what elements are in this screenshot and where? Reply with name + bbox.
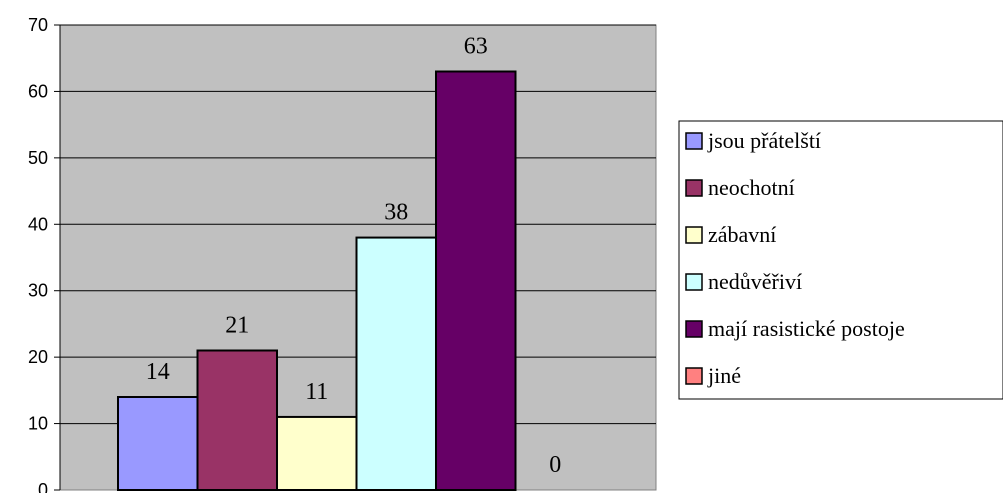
legend: jsou přátelští neochotní zábavní nedůvěřiví… (678, 120, 1003, 400)
y-tick-label: 70 (28, 15, 48, 35)
y-tick-label: 60 (28, 81, 48, 101)
legend-swatch (685, 320, 703, 338)
legend-label: jsou přátelští (707, 128, 821, 153)
legend-label: jiné (707, 363, 741, 388)
y-tick-label: 10 (28, 414, 48, 434)
data-labels: 14 21 11 38 63 0 (146, 34, 562, 479)
bar (196, 349, 278, 491)
legend-swatch (685, 226, 703, 244)
y-tick-label: 0 (38, 480, 48, 493)
legend-label: nedůvěřiví (708, 269, 802, 294)
y-tick-label: 30 (28, 281, 48, 301)
data-label: 11 (305, 379, 328, 405)
bars (117, 70, 517, 491)
legend-swatch (685, 179, 703, 197)
legend-swatch (685, 367, 703, 385)
data-label: 63 (464, 34, 488, 60)
bar (355, 236, 437, 491)
data-label: 0 (549, 452, 561, 478)
bar (435, 70, 517, 491)
legend-label: zábavní (708, 222, 776, 247)
y-tick-label: 40 (28, 214, 48, 234)
legend-label: mají rasistické postoje (708, 316, 905, 341)
data-label: 38 (384, 200, 408, 226)
legend-swatch (685, 132, 703, 150)
bar (276, 415, 358, 491)
y-axis: 0 10 20 30 40 50 60 70 (28, 15, 61, 493)
legend-box (678, 120, 1003, 400)
data-label: 14 (146, 359, 170, 385)
y-tick-label: 50 (28, 148, 48, 168)
legend-swatch (685, 273, 703, 291)
y-tick-label: 20 (28, 347, 48, 367)
legend-label: neochotní (708, 175, 795, 200)
data-label: 21 (225, 313, 249, 339)
bar (117, 396, 199, 491)
